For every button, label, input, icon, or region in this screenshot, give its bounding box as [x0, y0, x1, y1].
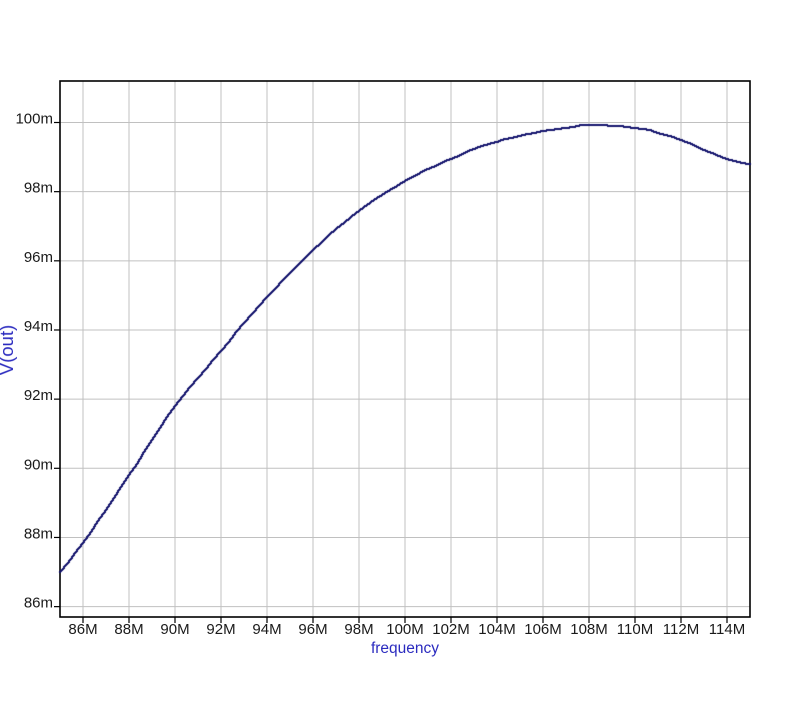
- svg-text:106M: 106M: [524, 621, 562, 638]
- svg-text:96M: 96M: [298, 621, 327, 638]
- svg-text:100m: 100m: [15, 111, 53, 128]
- svg-text:86m: 86m: [24, 595, 53, 612]
- svg-text:100M: 100M: [386, 621, 424, 638]
- svg-text:96m: 96m: [24, 249, 53, 266]
- svg-text:92M: 92M: [206, 621, 235, 638]
- svg-text:88m: 88m: [24, 525, 53, 542]
- svg-text:90M: 90M: [160, 621, 189, 638]
- svg-text:94m: 94m: [24, 318, 53, 335]
- svg-text:94M: 94M: [252, 621, 281, 638]
- svg-text:114M: 114M: [709, 621, 745, 638]
- svg-text:98M: 98M: [344, 621, 373, 638]
- svg-text:102M: 102M: [432, 621, 470, 638]
- svg-text:104M: 104M: [478, 621, 516, 638]
- svg-text:108M: 108M: [570, 621, 608, 638]
- svg-text:112M: 112M: [663, 621, 699, 638]
- svg-text:90m: 90m: [24, 456, 53, 473]
- svg-text:86M: 86M: [68, 621, 97, 638]
- svg-text:88M: 88M: [114, 621, 143, 638]
- svg-text:92m: 92m: [24, 387, 53, 404]
- svg-text:110M: 110M: [617, 621, 653, 638]
- svg-text:98m: 98m: [24, 180, 53, 197]
